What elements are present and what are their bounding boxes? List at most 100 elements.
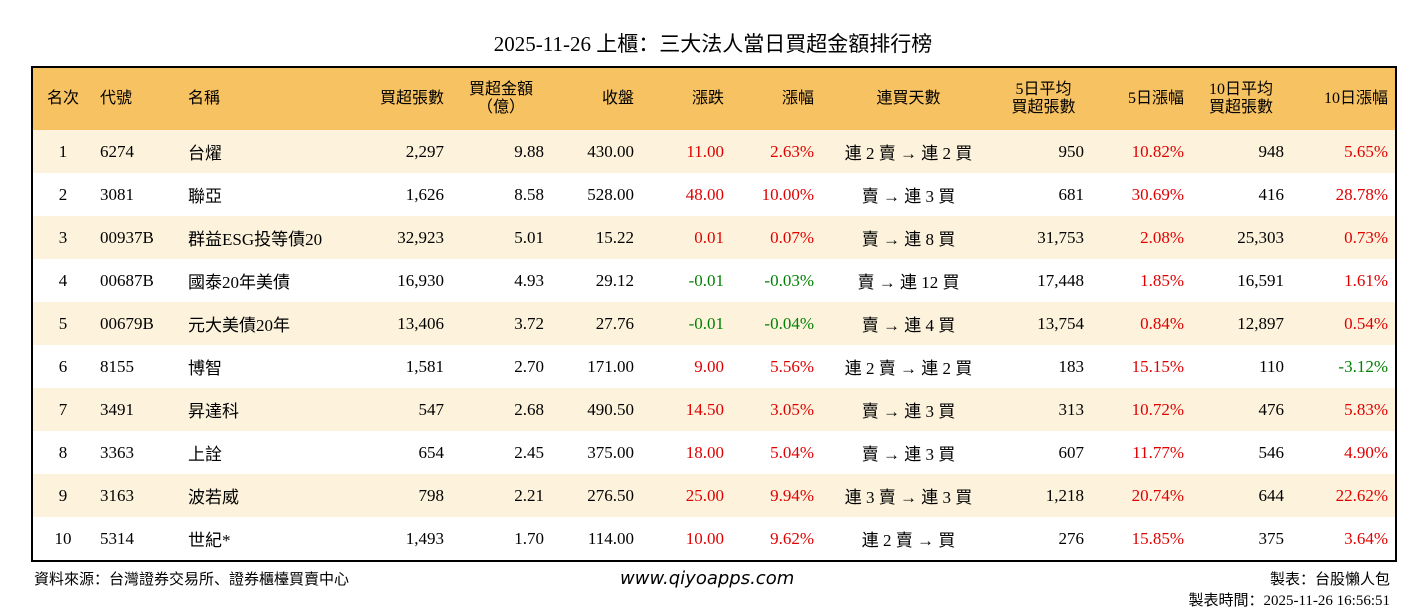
table-cell: 賣 → 連 12 買 <box>857 273 960 292</box>
table-cell: 聯亞 <box>188 187 222 206</box>
source: 資料來源：台灣證券交易所、證券櫃檯買賣中心 <box>34 572 350 588</box>
table-cell: -0.01 <box>641 302 731 345</box>
table-cell: 948 <box>1191 130 1291 173</box>
table-cell: 29.12 <box>595 270 634 290</box>
table-cell: 5.04% <box>770 442 814 462</box>
header-cell: 名稱 <box>181 67 351 130</box>
table-cell: 8 <box>58 442 68 462</box>
header-cell: 漲跌 <box>641 67 731 130</box>
header-line: 5日平均 <box>1015 81 1072 98</box>
table-cell: 2.21 <box>451 474 551 517</box>
header-line: （億） <box>476 99 525 116</box>
table-cell: 2.70 <box>514 356 544 376</box>
header-line: 買超張數 <box>379 90 444 107</box>
table-cell: 644 <box>1191 474 1291 517</box>
table-cell: 連 3 賣 → 連 3 買 <box>821 474 996 517</box>
header-line: 10日平均 <box>1208 81 1273 98</box>
table-cell: 1.70 <box>514 528 544 548</box>
table-cell: 1 <box>32 130 93 173</box>
table-cell: 1,493 <box>405 528 444 548</box>
table-cell: 10.00% <box>761 184 814 204</box>
header-cell: 名次 <box>32 67 93 130</box>
table-cell: 3081 <box>100 184 134 204</box>
website: www.qiyoapps.com <box>620 568 795 589</box>
table-cell: 台燿 <box>181 130 351 173</box>
table-cell: 2.08% <box>1091 216 1191 259</box>
table-cell: 連 2 賣 → 連 2 買 <box>844 359 973 378</box>
table-cell: 28.78% <box>1335 184 1388 204</box>
table-cell: 波若威 <box>181 474 351 517</box>
table-cell: 0.01 <box>641 216 731 259</box>
table-cell: 賣 → 連 3 買 <box>861 445 956 464</box>
header-cell: 收盤 <box>551 67 641 130</box>
table-cell: 0.07% <box>731 216 821 259</box>
table-cell: 416 <box>1258 184 1285 204</box>
table-cell: 10.72% <box>1091 388 1191 431</box>
table-cell: -0.03% <box>764 270 814 290</box>
table-cell: 國泰20年美債 <box>188 273 290 292</box>
table-cell: 798 <box>351 474 451 517</box>
table-cell: -3.12% <box>1338 356 1388 376</box>
header-line: 收盤 <box>601 90 634 107</box>
table-cell: 4.90% <box>1344 442 1388 462</box>
header-row: 名次 代號 名稱 買超張數 買超金額 （億） 收盤 漲跌 漲幅 連買天數 5日平均 買超張數 5日漲幅 1… <box>32 67 1396 130</box>
table-cell: 4.93 <box>514 270 544 290</box>
table-cell: 13,754 <box>996 302 1091 345</box>
title: 2025-11-26 上櫃：三大法人當日買超金額排行榜 <box>493 32 933 56</box>
table-row: 9 3163 波若威 798 2.21 276.50 25.00 9.94% 連 3 賣 → 連… <box>32 474 1396 517</box>
header-cell: 漲幅 <box>731 67 821 130</box>
table-cell: 3.72 <box>451 302 551 345</box>
table-cell: 313 <box>996 388 1091 431</box>
table-cell: 14.50 <box>641 388 731 431</box>
table-cell: 490.50 <box>551 388 641 431</box>
ranking-table: 名次 代號 名稱 買超張數 買超金額 （億） 收盤 漲跌 漲幅 連買天數 5日平均 買超張數 5日漲幅 1… <box>31 66 1397 562</box>
table-cell: 5314 <box>100 528 134 548</box>
table-cell: 13,406 <box>351 302 451 345</box>
table-cell: 681 <box>1058 184 1085 204</box>
table-cell: 賣 → 連 3 買 <box>821 388 996 431</box>
table-cell: 6 <box>58 356 68 376</box>
table-row: 10 5314 世紀* 1,493 1.70 114.00 10.00 9.62% 連 2 賣 … <box>32 517 1396 561</box>
table-cell: 17,448 <box>1037 270 1084 290</box>
table-row: 3 00937B 群益ESG投等債20 32,923 5.01 15.22 0.01 0.07… <box>32 216 1396 259</box>
header-line: 10日漲幅 <box>1323 90 1388 107</box>
table-cell: 9 <box>32 474 93 517</box>
table-cell: 上詮 <box>188 445 222 464</box>
header-line: 名稱 <box>188 90 221 107</box>
table-cell: 2,297 <box>351 130 451 173</box>
table-cell: 27.76 <box>551 302 641 345</box>
table-cell: -0.04% <box>731 302 821 345</box>
table-cell: -0.01 <box>688 270 724 290</box>
table-cell: 元大美債20年 <box>181 302 351 345</box>
table-cell: 5.65% <box>1291 130 1396 173</box>
table-cell: 9.62% <box>770 528 814 548</box>
table-cell: 20.74% <box>1091 474 1191 517</box>
table-row: 2 3081 聯亞 1,626 8.58 528.00 48.00 10.00% 賣 → 連 3… <box>32 173 1396 216</box>
table-cell: 16,930 <box>397 270 444 290</box>
time: 製表時間：2025-11-26 16:56:51 <box>1188 593 1390 609</box>
table-cell: 8.58 <box>514 184 544 204</box>
table-cell: 世紀* <box>188 531 231 550</box>
table-cell: 賣 → 連 4 買 <box>821 302 996 345</box>
table-cell: 950 <box>996 130 1091 173</box>
table-cell: 2.68 <box>451 388 551 431</box>
table-cell: 0.84% <box>1091 302 1191 345</box>
table-cell: 1.85% <box>1140 270 1184 290</box>
table-row: 8 3363 上詮 654 2.45 375.00 18.00 5.04% 賣 → 連 3 買 6… <box>32 431 1396 474</box>
header-line: 漲跌 <box>691 90 724 107</box>
table-cell: 607 <box>1058 442 1085 462</box>
header-cell: 10日平均 買超張數 <box>1191 67 1291 130</box>
header-line: 連買天數 <box>876 90 941 107</box>
table-cell: 00687B <box>100 270 154 290</box>
header-line: 買超張數 <box>1011 99 1076 116</box>
table-cell: 25,303 <box>1191 216 1291 259</box>
table-cell: 430.00 <box>551 130 641 173</box>
table-cell: 5.83% <box>1291 388 1396 431</box>
table-cell: 22.62% <box>1291 474 1396 517</box>
header-line: 名次 <box>46 90 79 107</box>
table-body: 1 6274 台燿 2,297 9.88 430.00 11.00 2.63% 連 2 賣 → … <box>32 130 1396 561</box>
table-row: 5 00679B 元大美債20年 13,406 3.72 27.76 -0.01 -0.04%… <box>32 302 1396 345</box>
table-cell: 0.54% <box>1291 302 1396 345</box>
table-cell: 連 2 賣 → 買 <box>861 531 956 550</box>
